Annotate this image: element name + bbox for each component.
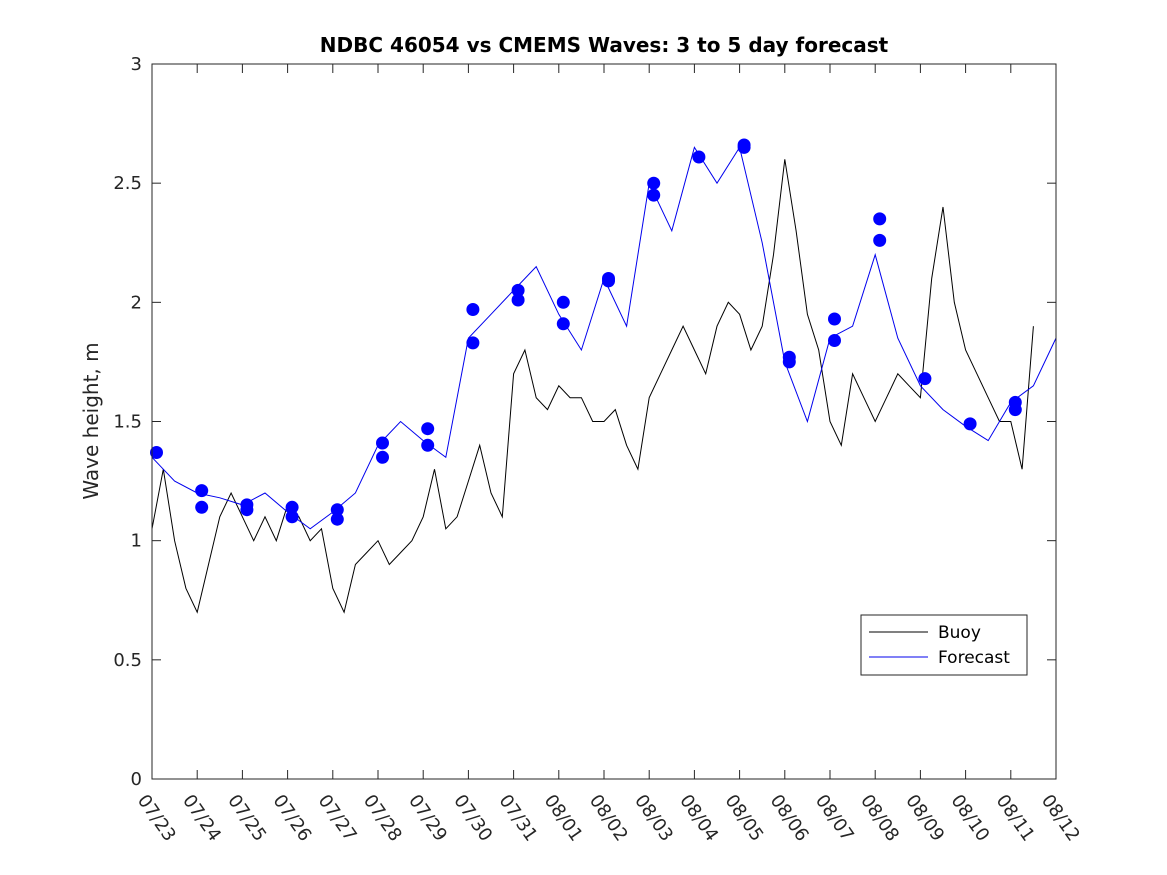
forecast-marker <box>376 436 389 450</box>
forecast-marker <box>285 500 299 514</box>
forecast-marker <box>421 438 435 452</box>
forecast-marker <box>421 422 435 436</box>
forecast-marker <box>692 150 706 164</box>
forecast-marker <box>828 312 841 326</box>
forecast-marker <box>1008 403 1022 417</box>
forecast-marker <box>556 317 570 331</box>
forecast-marker <box>240 503 254 517</box>
forecast-marker <box>647 176 661 190</box>
legend-forecast-label: Forecast <box>938 648 1010 668</box>
y-tick-label: 1 <box>131 531 142 552</box>
forecast-marker <box>195 500 209 514</box>
chart-title: NDBC 46054 vs CMEMS Waves: 3 to 5 day fo… <box>320 33 889 57</box>
forecast-marker <box>376 450 389 464</box>
y-tick-label: 3 <box>131 54 142 75</box>
forecast-marker <box>918 372 932 386</box>
forecast-marker <box>285 510 299 524</box>
legend-box <box>860 614 1028 676</box>
forecast-marker <box>782 355 796 369</box>
forecast-marker <box>873 233 887 247</box>
plot-area <box>150 138 1057 614</box>
y-tick-label: 2.5 <box>113 173 142 194</box>
legend: Buoy Forecast <box>860 614 1028 676</box>
y-tick-label: 0.5 <box>113 650 142 671</box>
forecast-marker <box>511 293 525 307</box>
y-tick-label: 2 <box>131 292 142 313</box>
forecast-marker <box>602 274 615 288</box>
forecast-marker <box>737 140 751 154</box>
forecast-marker <box>330 503 344 517</box>
forecast-marker <box>150 446 163 459</box>
forecast-marker <box>828 334 841 347</box>
forecast-marker <box>466 336 480 350</box>
forecast-marker <box>647 188 661 202</box>
forecast-marker <box>511 283 525 297</box>
series-line-buoy <box>151 159 1034 614</box>
legend-buoy-label: Buoy <box>938 623 981 643</box>
forecast-marker <box>330 512 344 526</box>
forecast-marker <box>963 417 977 431</box>
forecast-marker <box>195 484 209 498</box>
y-tick-label: 0 <box>131 769 142 790</box>
forecast-marker <box>466 303 480 316</box>
forecast-marker <box>556 295 570 309</box>
y-axis-label: Wave height, m <box>79 342 103 499</box>
y-tick-label: 1.5 <box>113 412 142 433</box>
forecast-marker <box>873 212 887 226</box>
